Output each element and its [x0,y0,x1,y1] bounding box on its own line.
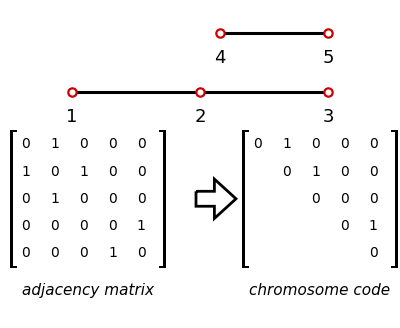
FancyBboxPatch shape [242,266,249,268]
Text: 0: 0 [340,137,349,151]
Polygon shape [196,179,236,218]
Text: 0: 0 [50,165,59,178]
FancyBboxPatch shape [242,130,249,132]
Text: 1: 1 [282,137,291,151]
Text: 0: 0 [22,192,30,206]
FancyBboxPatch shape [159,130,166,132]
Text: 2: 2 [194,108,206,126]
Text: 1: 1 [50,192,59,206]
Text: 0: 0 [22,219,30,233]
Text: 0: 0 [108,137,117,151]
Text: 0: 0 [108,219,117,233]
Text: 1: 1 [311,165,320,178]
Text: 0: 0 [311,192,320,206]
Text: 1: 1 [66,108,78,126]
Text: 1: 1 [79,165,88,178]
Text: 1: 1 [369,219,378,233]
FancyBboxPatch shape [395,130,398,268]
Text: 0: 0 [254,137,262,151]
Text: 5: 5 [322,49,334,67]
Text: 0: 0 [79,219,88,233]
Text: 0: 0 [108,192,117,206]
Text: 1: 1 [50,137,59,151]
Text: 3: 3 [322,108,334,126]
Text: 0: 0 [137,165,146,178]
Text: 0: 0 [137,246,146,260]
Text: adjacency matrix: adjacency matrix [22,283,154,298]
FancyBboxPatch shape [163,130,166,268]
Text: 0: 0 [50,219,59,233]
FancyBboxPatch shape [391,130,398,132]
Text: 0: 0 [137,192,146,206]
Text: 0: 0 [22,137,30,151]
Text: 0: 0 [340,165,349,178]
FancyBboxPatch shape [391,266,398,268]
Text: 0: 0 [22,246,30,260]
FancyBboxPatch shape [159,266,166,268]
Text: chromosome code: chromosome code [250,283,390,298]
FancyBboxPatch shape [10,130,17,132]
FancyBboxPatch shape [242,130,245,268]
Text: 0: 0 [311,137,320,151]
Text: 0: 0 [50,246,59,260]
Text: 1: 1 [137,219,146,233]
FancyBboxPatch shape [10,130,13,268]
Text: 0: 0 [340,219,349,233]
Text: 0: 0 [369,137,378,151]
Text: 0: 0 [369,165,378,178]
Text: 1: 1 [22,165,30,178]
Text: 0: 0 [79,137,88,151]
Text: 0: 0 [369,192,378,206]
Text: 4: 4 [214,49,226,67]
FancyBboxPatch shape [10,266,17,268]
Text: 0: 0 [108,165,117,178]
Text: 0: 0 [369,246,378,260]
Text: 0: 0 [137,137,146,151]
Text: 0: 0 [340,192,349,206]
Text: 0: 0 [79,246,88,260]
Text: 0: 0 [282,165,291,178]
Text: 0: 0 [79,192,88,206]
Text: 1: 1 [108,246,117,260]
